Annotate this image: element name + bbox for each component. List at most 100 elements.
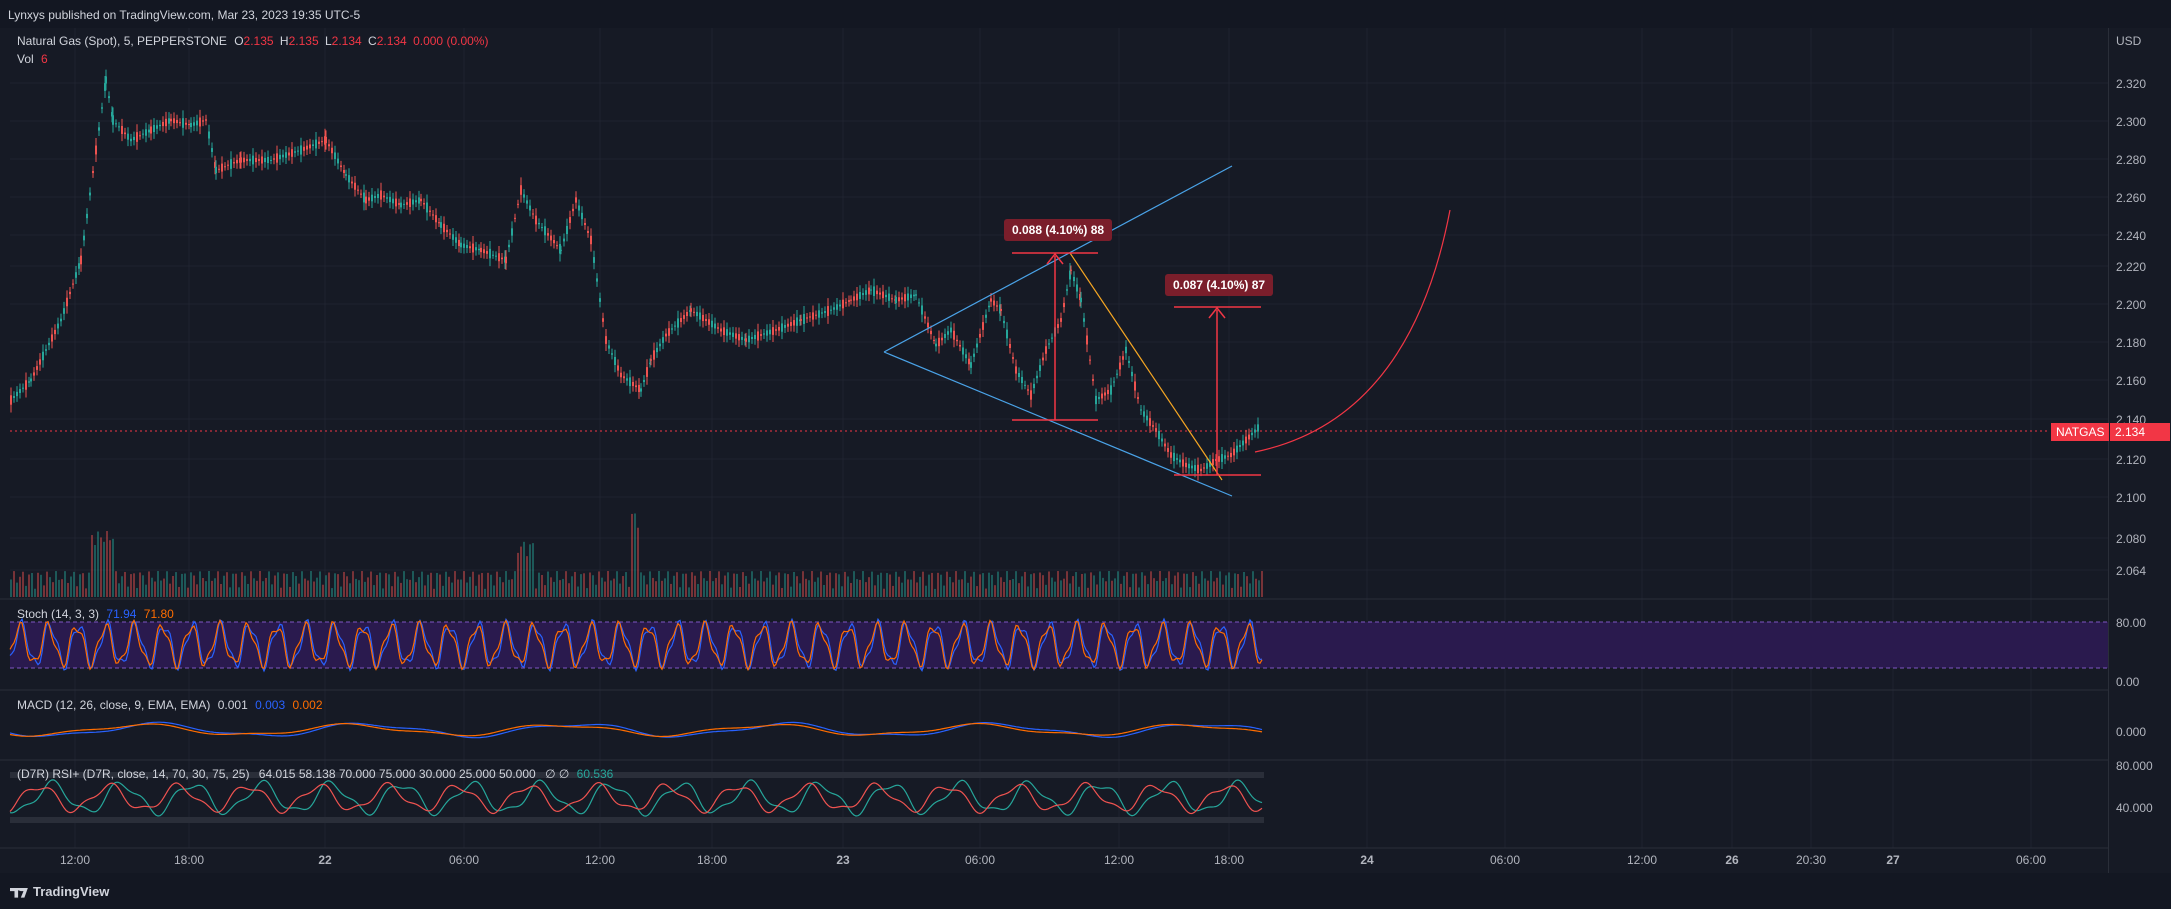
volume-legend[interactable]: Vol 6 bbox=[17, 52, 48, 66]
candle-body bbox=[343, 170, 345, 173]
volume-bar bbox=[508, 579, 510, 597]
candle-body bbox=[859, 292, 861, 299]
candle-body bbox=[793, 320, 795, 326]
volume-bar bbox=[619, 583, 621, 597]
candle-body bbox=[924, 316, 926, 319]
volume-bar bbox=[73, 571, 75, 597]
candle-body bbox=[83, 235, 85, 241]
volume-bar bbox=[649, 571, 651, 597]
volume-bar bbox=[187, 587, 189, 597]
macd-legend[interactable]: MACD (12, 26, close, 9, EMA, EMA) 0.001 … bbox=[17, 698, 323, 712]
macd-signal-value: 0.002 bbox=[292, 698, 323, 712]
symbol-legend[interactable]: Natural Gas (Spot), 5, PEPPERSTONE O2.13… bbox=[17, 34, 488, 48]
candle-body bbox=[584, 223, 586, 225]
volume-bar bbox=[811, 571, 813, 597]
time-tick: 06:00 bbox=[964, 853, 996, 867]
candle-body bbox=[255, 157, 257, 163]
ohlc-o-label: O bbox=[234, 34, 244, 48]
candle-body bbox=[873, 286, 875, 296]
triangle-lower-line[interactable] bbox=[883, 351, 1233, 497]
volume-bar bbox=[265, 577, 267, 597]
candle-body bbox=[202, 120, 204, 122]
volume-bar bbox=[1015, 571, 1017, 597]
candle-body bbox=[348, 175, 350, 183]
candle-body bbox=[904, 294, 906, 302]
candle-body bbox=[380, 190, 382, 200]
volume-bar bbox=[958, 579, 960, 597]
volume-bar bbox=[286, 573, 288, 597]
volume-bar bbox=[127, 586, 129, 597]
volume-bar bbox=[664, 578, 666, 597]
candle-body bbox=[1057, 324, 1059, 328]
volume-bar bbox=[739, 586, 741, 597]
volume-bar bbox=[271, 584, 273, 597]
candle-body bbox=[1006, 329, 1008, 339]
candle-body bbox=[930, 330, 932, 335]
volume-bar bbox=[760, 571, 762, 597]
volume-bar bbox=[778, 572, 780, 597]
volume-bar bbox=[439, 574, 441, 597]
candle-body bbox=[412, 199, 414, 205]
volume-bar bbox=[658, 571, 660, 597]
volume-bar bbox=[424, 585, 426, 597]
volume-bar bbox=[250, 571, 252, 597]
candle-body bbox=[833, 307, 835, 310]
volume-bar bbox=[1207, 580, 1209, 597]
candle-body bbox=[578, 205, 580, 211]
volume-bar bbox=[1036, 588, 1038, 597]
time-tick: 22 bbox=[318, 853, 332, 867]
candle-body bbox=[856, 293, 858, 301]
last-price-symbol-tag[interactable]: NATGAS bbox=[2051, 423, 2110, 441]
candle-body bbox=[325, 136, 327, 144]
stoch-legend[interactable]: Stoch (14, 3, 3) 71.94 71.80 bbox=[17, 607, 174, 621]
breakout-trendline[interactable] bbox=[1069, 252, 1223, 481]
candle-body bbox=[517, 203, 519, 205]
volume-bar bbox=[154, 581, 156, 597]
candle-body bbox=[458, 239, 460, 247]
volume-bar bbox=[427, 574, 429, 597]
volume-bar bbox=[763, 581, 765, 597]
volume-bar bbox=[115, 571, 117, 597]
price-tick: 2.200 bbox=[2116, 298, 2147, 312]
time-tick: 06:00 bbox=[2015, 853, 2047, 867]
volume-bar bbox=[415, 582, 417, 597]
candle-body bbox=[168, 118, 170, 124]
time-tick: 24 bbox=[1360, 853, 1374, 867]
rsi-legend[interactable]: (D7R) RSI+ (D7R, close, 14, 70, 30, 75, … bbox=[17, 767, 613, 781]
candle-body bbox=[1070, 269, 1072, 271]
volume-bar bbox=[748, 583, 750, 597]
volume-bar bbox=[85, 588, 87, 597]
candle-body bbox=[118, 126, 120, 128]
volume-bar bbox=[625, 572, 627, 597]
measure1-label[interactable]: 0.088 (4.10%) 88 bbox=[1004, 219, 1113, 241]
volume-bar bbox=[838, 574, 840, 597]
candle-body bbox=[282, 154, 284, 158]
candle-body bbox=[535, 215, 537, 225]
volume-bar bbox=[1225, 575, 1227, 597]
rsi-tick-80: 80.000 bbox=[2116, 759, 2153, 773]
volume-bar bbox=[448, 576, 450, 597]
volume-bar bbox=[481, 572, 483, 597]
volume-bar bbox=[676, 572, 678, 597]
price-axis[interactable] bbox=[2108, 28, 2171, 873]
candle-body bbox=[572, 208, 574, 212]
candle-body bbox=[227, 164, 229, 166]
candle-body bbox=[78, 263, 80, 269]
volume-bar bbox=[490, 574, 492, 597]
triangle-upper-line[interactable] bbox=[883, 165, 1233, 353]
measure2-label[interactable]: 0.087 (4.10%) 87 bbox=[1165, 274, 1274, 296]
candle-body bbox=[489, 248, 491, 259]
candle-body bbox=[1128, 360, 1130, 364]
candle-body bbox=[48, 342, 50, 346]
volume-bar bbox=[1204, 578, 1206, 597]
candle-body bbox=[1257, 424, 1259, 432]
last-price-value-tag[interactable]: 2.134 bbox=[2110, 423, 2170, 441]
volume-bar bbox=[109, 540, 111, 597]
candle-body bbox=[1209, 461, 1211, 467]
projection-curve[interactable] bbox=[1254, 209, 1451, 453]
volume-bar bbox=[769, 571, 771, 597]
volume-bar bbox=[1171, 584, 1173, 597]
volume-bar bbox=[226, 572, 228, 597]
volume-bar bbox=[358, 580, 360, 597]
